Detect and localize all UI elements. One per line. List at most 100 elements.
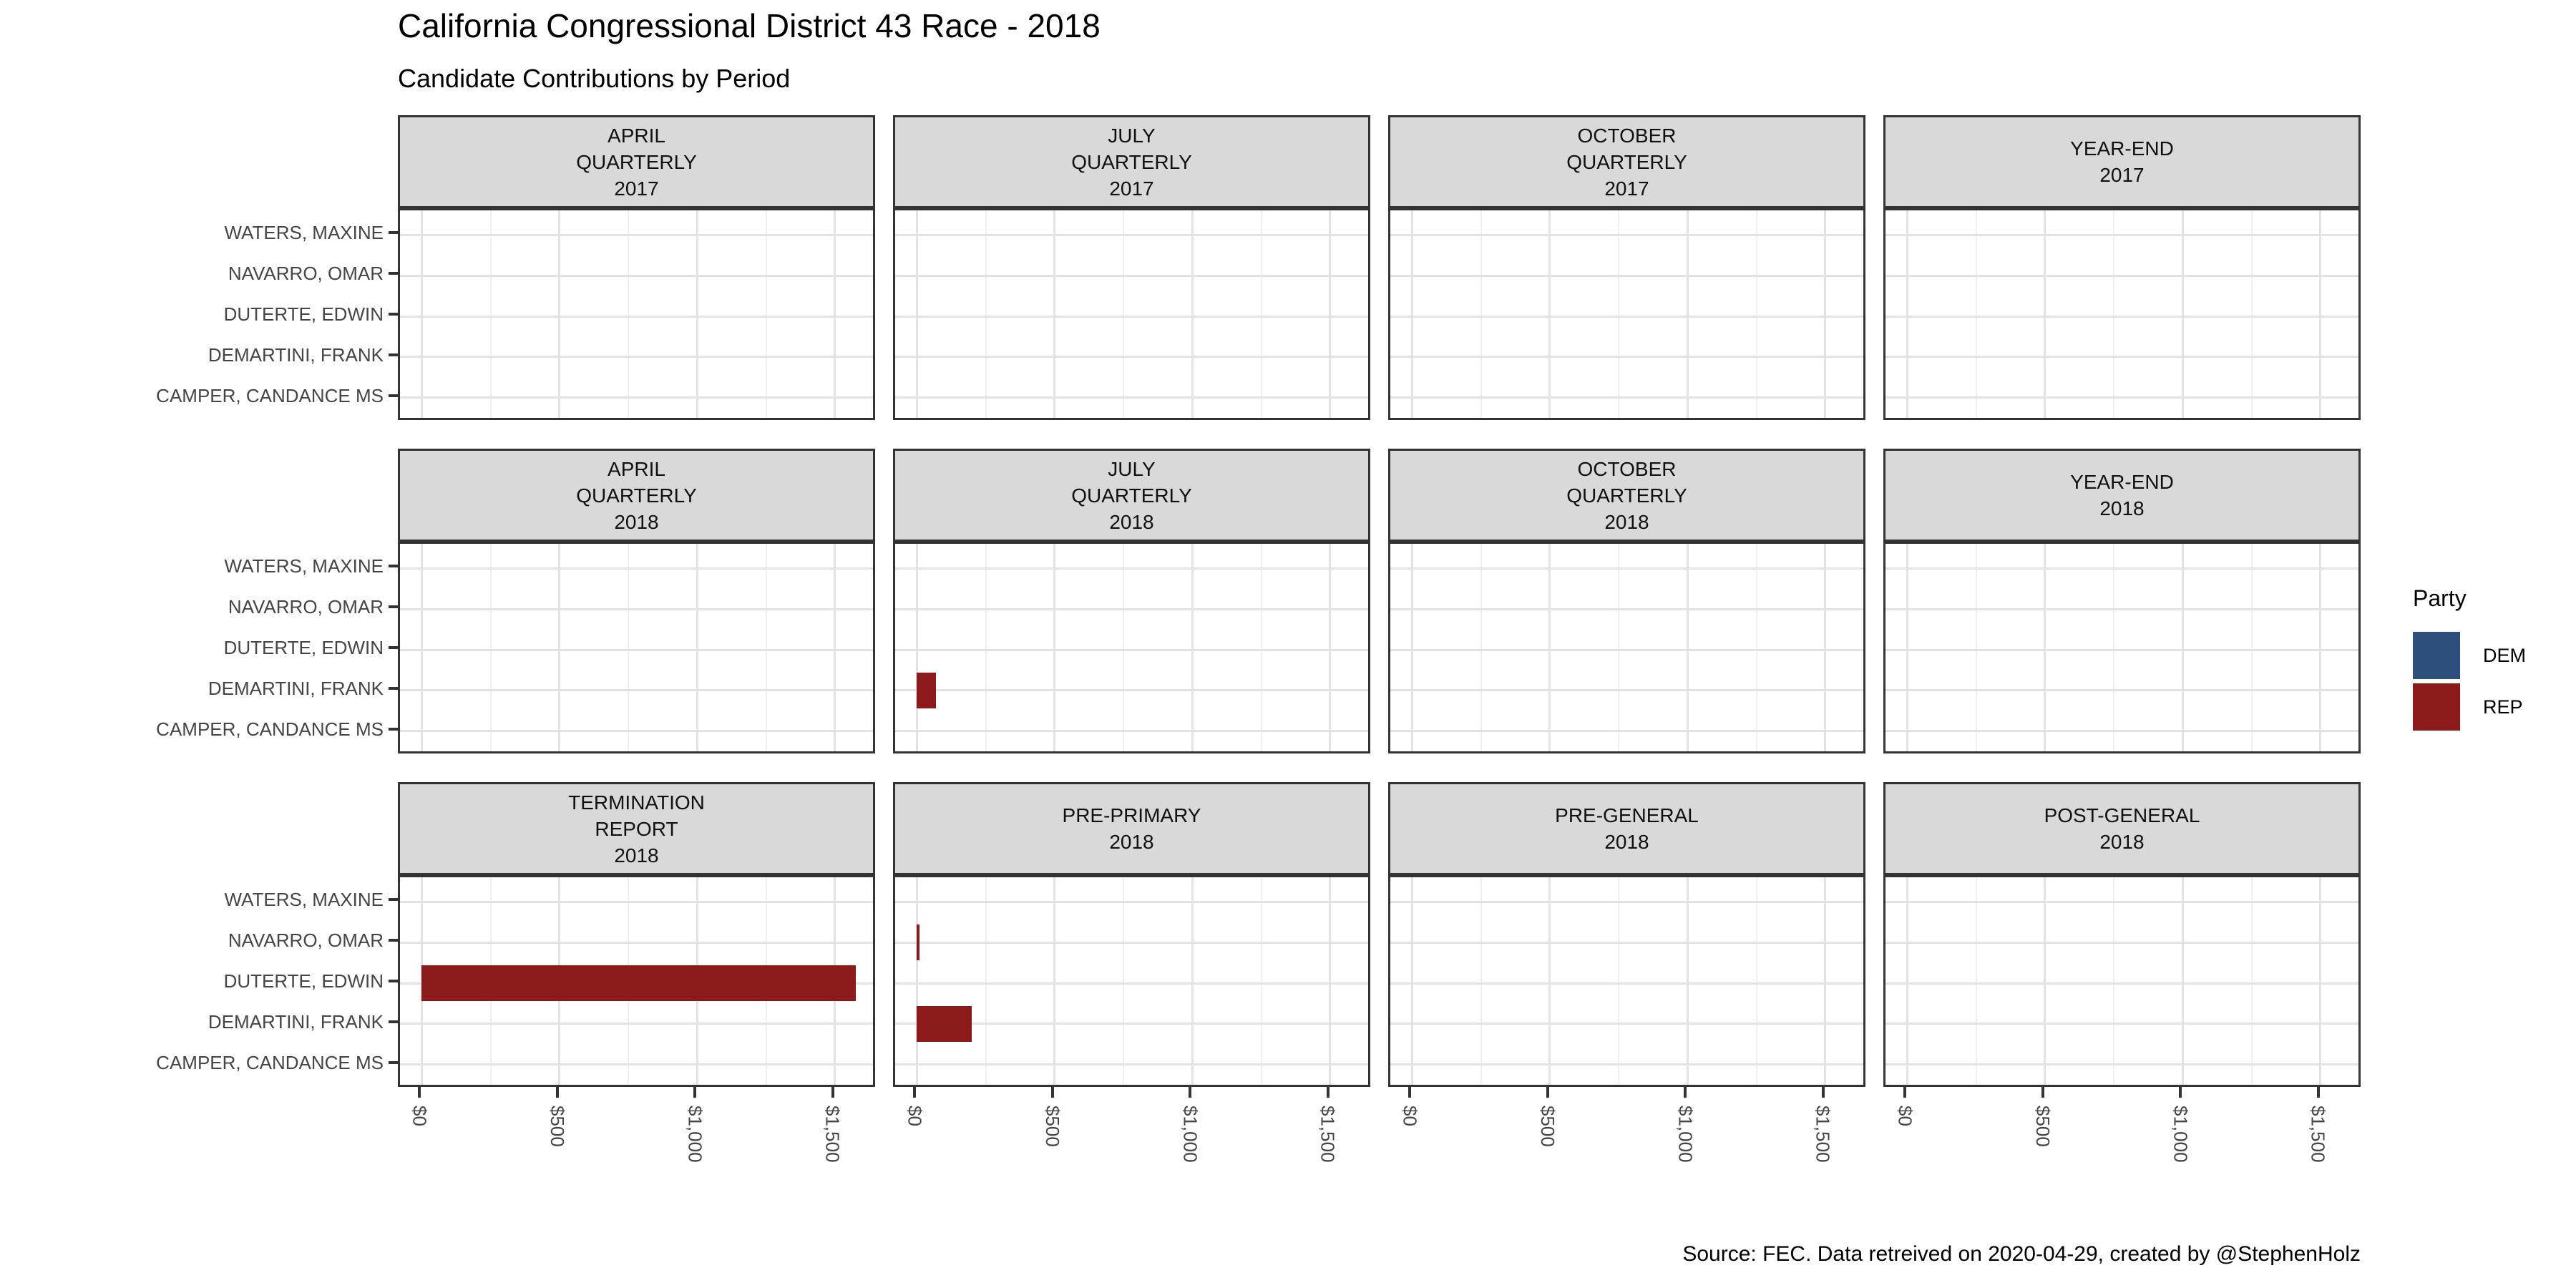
grid-minor-vline (1123, 544, 1125, 751)
facet-panel (398, 542, 875, 753)
x-axis-tick (1821, 1087, 1825, 1098)
facet-strip-label-line: JULY (1108, 124, 1156, 147)
grid-major-vline (1824, 877, 1827, 1085)
facet-strip-label-line: 2018 (2099, 831, 2145, 853)
grid-minor-vline (1260, 210, 1262, 418)
grid-major-hline (1885, 233, 2358, 236)
x-axis-label: $1,000 (2170, 1106, 2192, 1163)
x-axis-tick (555, 1087, 559, 1098)
y-axis-tick (389, 353, 398, 356)
grid-minor-vline (985, 544, 987, 751)
facet-strip-label-line: QUARTERLY (576, 484, 697, 507)
facet-strip-label-line: 2018 (1604, 510, 1649, 533)
grid-major-vline (2319, 877, 2322, 1085)
grid-major-vline (1686, 544, 1689, 751)
facet-strip-label-line: REPORT (595, 817, 678, 840)
grid-minor-vline (1480, 210, 1482, 418)
legend-items: DEM REP (2413, 632, 2526, 731)
facet-strip: OCTOBER QUARTERLY 2017 (1388, 115, 1865, 208)
x-axis-tick (1903, 1087, 1907, 1098)
grid-minor-vline (1618, 544, 1620, 751)
grid-major-hline (1390, 274, 1863, 277)
grid-major-hline (1390, 982, 1863, 985)
facet-strip-label-line: 2018 (2099, 497, 2145, 519)
facet-strip-label-line: 2017 (1604, 177, 1649, 200)
x-axis-tick (1050, 1087, 1054, 1098)
grid-major-hline (400, 1063, 873, 1066)
y-axis-label: WATERS, MAXINE (224, 889, 384, 911)
facet-panel (398, 208, 875, 420)
grid-major-hline (1885, 730, 2358, 733)
grid-major-hline (1390, 396, 1863, 399)
facet-strip-label-line: QUARTERLY (1071, 484, 1192, 507)
grid-minor-vline (1480, 877, 1482, 1085)
legend-item: DEM (2413, 632, 2526, 679)
y-axis-tick (389, 1020, 398, 1023)
x-axis-tick (913, 1087, 917, 1098)
facet-strip-label-line: 2018 (1109, 831, 1154, 853)
grid-major-hline (400, 941, 873, 944)
grid-major-hline (1885, 900, 2358, 903)
grid-major-hline (400, 315, 873, 318)
grid-major-vline (915, 210, 918, 418)
grid-major-hline (895, 648, 1368, 651)
facet-strip-label-line: 2018 (614, 844, 659, 867)
grid-major-vline (2181, 877, 2184, 1085)
grid-major-vline (1191, 544, 1194, 751)
grid-major-vline (1906, 210, 1908, 418)
grid-major-hline (400, 567, 873, 570)
grid-minor-vline (985, 877, 987, 1085)
facet-panel (1388, 208, 1865, 420)
grid-major-hline (895, 1023, 1368, 1025)
facet-strip-label-line: APRIL (608, 457, 665, 480)
grid-major-vline (834, 210, 836, 418)
x-axis-label: $500 (1041, 1106, 1063, 1147)
grid-major-vline (1548, 544, 1551, 751)
grid-major-hline (1390, 689, 1863, 692)
grid-major-hline (895, 1063, 1368, 1066)
grid-minor-vline (1755, 210, 1757, 418)
facet-strip-label-line: 2018 (1109, 510, 1154, 533)
grid-major-vline (2044, 210, 2046, 418)
y-axis-label: DUTERTE, EDWIN (223, 637, 384, 658)
grid-major-vline (915, 877, 918, 1085)
facet-strip-label-line: POST-GENERAL (2044, 804, 2200, 826)
y-axis-label: DUTERTE, EDWIN (223, 970, 384, 992)
grid-major-hline (400, 356, 873, 358)
x-axis-tick (831, 1087, 834, 1098)
x-axis-label: $1,000 (1674, 1106, 1697, 1163)
facet-strip-label-line: QUARTERLY (576, 150, 697, 173)
grid-major-hline (1885, 1023, 2358, 1025)
x-axis-tick (1684, 1087, 1687, 1098)
legend-swatch (2413, 632, 2460, 679)
y-axis-label: WATERS, MAXINE (224, 555, 384, 577)
grid-major-vline (1906, 544, 1908, 751)
grid-major-vline (1410, 877, 1413, 1085)
legend-item-label: REP (2483, 696, 2523, 718)
x-axis-label: $1,000 (1179, 1106, 1201, 1163)
facet-strip-label-line: YEAR-END (2070, 137, 2174, 160)
grid-major-hline (400, 608, 873, 610)
facet-strip-label-line: 2018 (1604, 831, 1649, 853)
grid-minor-vline (2113, 544, 2115, 751)
grid-major-hline (1885, 689, 2358, 692)
grid-major-vline (2044, 544, 2046, 751)
grid-minor-vline (489, 210, 492, 418)
grid-major-hline (895, 274, 1368, 277)
y-axis-label: DEMARTINI, FRANK (208, 1010, 384, 1033)
grid-minor-vline (1755, 544, 1757, 751)
grid-major-vline (1329, 544, 1332, 751)
grid-major-hline (400, 730, 873, 733)
grid-major-hline (895, 396, 1368, 399)
facet-strip-label-line: 2017 (2099, 164, 2145, 186)
y-axis-label: CAMPER, CANDANCE MS (156, 1051, 384, 1073)
x-axis-tick (1189, 1087, 1192, 1098)
facet-panel (1388, 542, 1865, 753)
grid-major-vline (1548, 210, 1551, 418)
grid-minor-vline (2250, 877, 2253, 1085)
x-axis-label: $1,000 (684, 1106, 706, 1163)
x-axis-label: $0 (904, 1106, 926, 1126)
grid-major-vline (1906, 877, 1908, 1085)
grid-major-hline (1390, 730, 1863, 733)
grid-major-hline (895, 900, 1368, 903)
